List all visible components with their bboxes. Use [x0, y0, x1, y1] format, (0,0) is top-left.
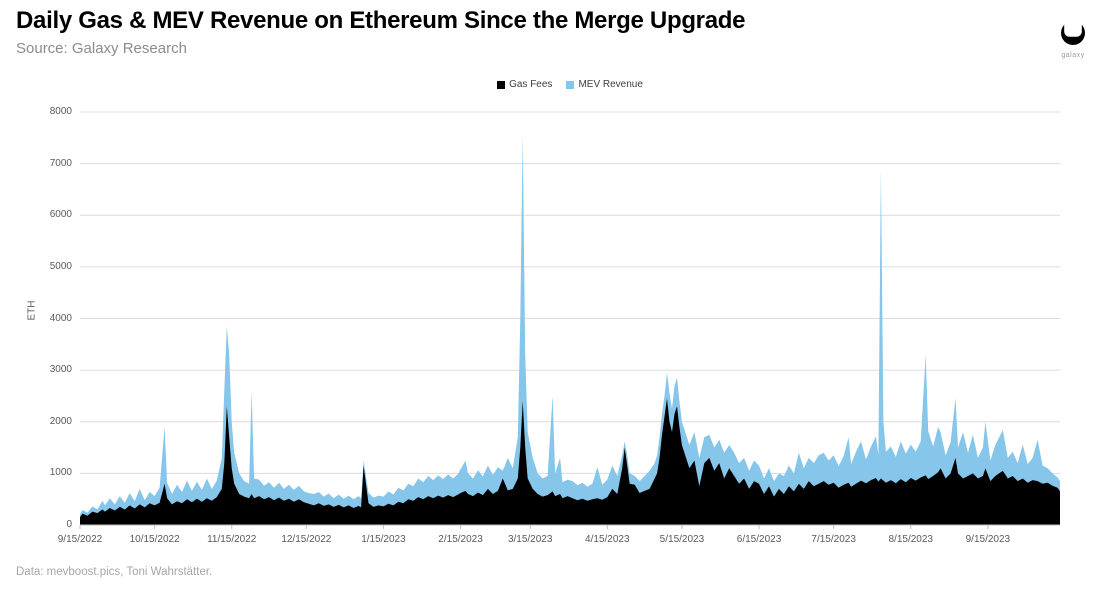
x-tick-label: 2/15/2023	[438, 534, 483, 545]
footer-credit: Data: mevboost.pics, Toni Wahrstätter.	[16, 566, 213, 578]
y-tick-label: 3000	[49, 364, 72, 376]
x-tick-label: 10/15/2022	[129, 534, 180, 545]
galaxy-logo-word: galaxy	[1061, 52, 1085, 59]
legend-item-gas-fees: Gas Fees	[497, 79, 552, 90]
gas-fees-swatch	[497, 80, 506, 89]
gas-fees-area	[80, 398, 1060, 525]
galaxy-logo: galaxy	[1053, 16, 1093, 59]
y-tick-label: 5000	[49, 260, 72, 272]
gas-fees-legend-label: Gas Fees	[509, 79, 553, 90]
mev-revenue-legend-label: MEV Revenue	[578, 79, 643, 90]
x-tick-label: 9/15/2023	[965, 534, 1011, 545]
x-tick-label: 5/15/2023	[659, 534, 705, 545]
y-tick-label: 2000	[49, 415, 72, 427]
x-tick-label: 8/15/2023	[888, 534, 934, 545]
y-tick-label: 7000	[49, 157, 72, 169]
y-tick-label: 4000	[49, 312, 72, 324]
x-tick-label: 1/15/2023	[361, 534, 406, 545]
x-tick-label: 4/15/2023	[585, 534, 630, 545]
y-tick-label: 0	[66, 519, 72, 530]
x-tick-label: 12/15/2022	[281, 534, 332, 545]
y-tick-label: 1000	[49, 467, 72, 479]
y-tick-label: 6000	[49, 209, 72, 221]
chart-legend: Gas Fees MEV Revenue	[80, 79, 1060, 90]
mev-revenue-swatch	[566, 80, 575, 89]
x-tick-label: 3/15/2023	[507, 534, 553, 545]
x-tick-label: 9/15/2022	[57, 534, 103, 545]
page-subtitle: Source: Galaxy Research	[16, 40, 187, 57]
x-tick-label: 7/15/2023	[811, 534, 856, 545]
x-tick-label: 11/15/2022	[207, 534, 257, 545]
legend-item-mev-revenue: MEV Revenue	[566, 79, 643, 90]
x-tick-label: 6/15/2023	[736, 534, 782, 545]
galaxy-logo-icon	[1061, 19, 1085, 45]
page-title: Daily Gas & MEV Revenue on Ethereum Sinc…	[16, 7, 746, 34]
y-tick-label: 8000	[49, 106, 72, 117]
